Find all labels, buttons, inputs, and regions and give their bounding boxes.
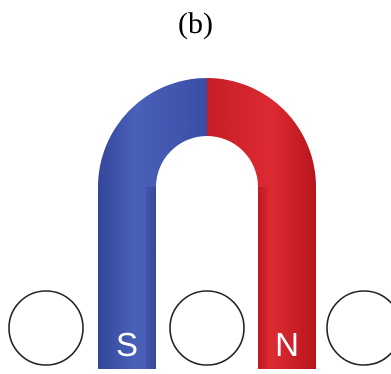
right-circle — [326, 290, 391, 366]
middle-circle — [169, 290, 245, 366]
figure-caption: (b) — [178, 7, 213, 40]
north-pole-label: N — [275, 326, 299, 363]
south-pole-label: S — [116, 326, 138, 363]
left-circle — [8, 290, 84, 366]
south-arm-shade — [146, 187, 156, 369]
north-arm-shade — [258, 187, 268, 369]
